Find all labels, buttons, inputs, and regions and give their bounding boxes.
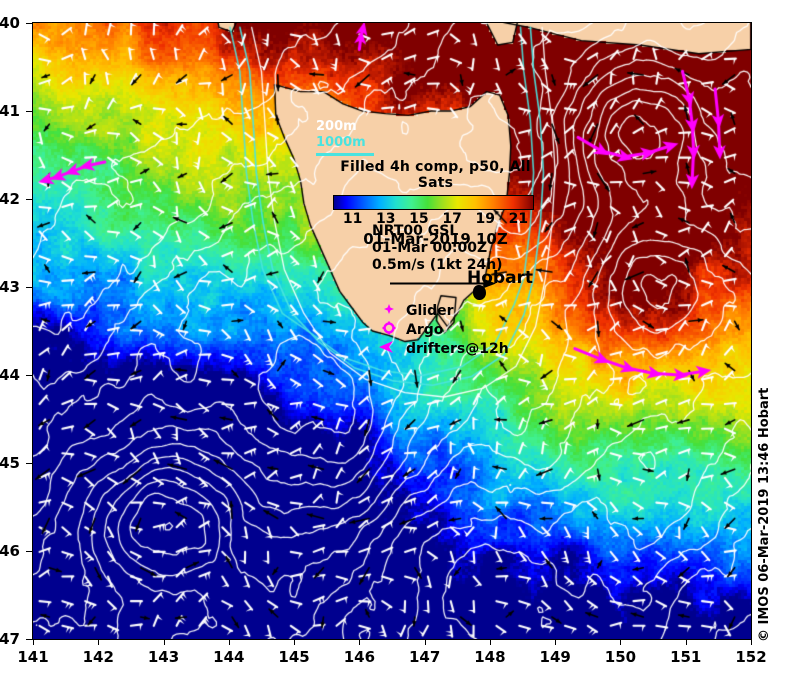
credit-text: © IMOS 06-Mar-2019 13:46 Hobart (757, 387, 772, 642)
x-tick-label: 145 (278, 648, 310, 666)
x-tick-label: 147 (408, 648, 441, 666)
marker-legend: Glider Argo (372, 301, 509, 358)
y-tick-label: -47 (0, 630, 20, 648)
place-marker-hobart (473, 285, 486, 300)
x-tick-label: 141 (17, 648, 49, 666)
x-tick (489, 639, 491, 645)
colorbar-tick-label: 11 (342, 211, 363, 227)
colorbar-title: Filled 4h comp, p50, All Sats (340, 159, 531, 191)
y-tick (26, 287, 32, 288)
colorbar-ticks: 11 13 15 17 19 21 (333, 211, 538, 229)
legend-label-glider: Glider (406, 302, 454, 319)
x-tick (424, 639, 426, 645)
colorbar-gradient (333, 195, 534, 210)
colorbar-legend: Filled 4h comp, p50, All Sats 11 13 15 17 19… (333, 159, 538, 248)
legend-item-glider: Glider (372, 301, 509, 320)
x-tick-label: 149 (539, 648, 571, 666)
bathy-200m-label: 200m (316, 119, 357, 134)
x-tick (228, 639, 230, 645)
map-plot-area[interactable]: 200m 1000m Filled 4h comp, p50, All Sats… (32, 22, 752, 640)
bathymetry-legend: 200m 1000m (316, 119, 374, 156)
y-tick (26, 639, 32, 640)
colorbar-tick-label: 17 (442, 211, 462, 227)
x-tick-label: 148 (474, 648, 506, 666)
x-tick (98, 639, 100, 645)
y-tick (26, 375, 32, 376)
y-tick (26, 199, 32, 200)
y-tick-label: -46 (0, 542, 20, 560)
bathy-1000m-swatch (316, 153, 374, 156)
x-tick-label: 143 (147, 648, 180, 666)
drifter-marker-icon (372, 339, 406, 358)
map-date-label: 01-Mar-2019 10Z (363, 230, 508, 248)
x-tick-label: 144 (213, 648, 245, 666)
x-tick-label: 151 (670, 648, 702, 666)
glider-marker-icon (372, 301, 406, 321)
current-time-label: 01-Mar 00:00Z (372, 240, 488, 256)
current-info-block: NRT00 GSL 01-Mar 00:00Z 0.5m/s (1kt 24h)… (372, 223, 509, 358)
y-tick (26, 23, 32, 24)
x-tick-label: 150 (604, 648, 637, 666)
y-tick (26, 111, 32, 112)
x-tick (294, 639, 296, 645)
y-tick-label: -45 (0, 454, 20, 472)
y-tick-label: -40 (0, 14, 20, 32)
x-tick (555, 639, 557, 645)
colorbar-tick-label: 21 (508, 211, 529, 227)
bathy-1000m-label: 1000m (316, 135, 366, 150)
place-label-hobart: Hobart (467, 268, 534, 288)
y-tick (26, 463, 32, 464)
current-source-label: NRT00 GSL (372, 223, 459, 239)
y-tick (26, 551, 32, 552)
x-tick (359, 639, 361, 645)
y-tick-label: -43 (0, 278, 20, 296)
argo-marker-icon (372, 320, 406, 340)
x-tick (620, 639, 622, 645)
legend-label-drifters: drifters@12h (406, 340, 509, 357)
y-tick-label: -41 (0, 102, 20, 120)
x-tick (751, 639, 752, 645)
colorbar-tick-label: 19 (475, 211, 495, 227)
x-tick (685, 639, 687, 645)
x-tick-label: 146 (343, 648, 376, 666)
x-tick (33, 639, 34, 645)
legend-item-argo: Argo (372, 320, 509, 339)
colorbar-tick-label: 15 (409, 211, 429, 227)
current-scale-label: 0.5m/s (1kt 24h) (372, 257, 503, 273)
x-tick (163, 639, 165, 645)
x-tick-label: 142 (82, 648, 114, 666)
y-tick-label: -44 (0, 366, 20, 384)
x-tick-label: 152 (735, 648, 767, 666)
colorbar-tick-label: 13 (376, 211, 396, 227)
y-tick-label: -42 (0, 190, 20, 208)
legend-item-drifters: drifters@12h (372, 339, 509, 358)
vector-scale-arrow (390, 279, 496, 288)
legend-label-argo: Argo (406, 321, 444, 338)
